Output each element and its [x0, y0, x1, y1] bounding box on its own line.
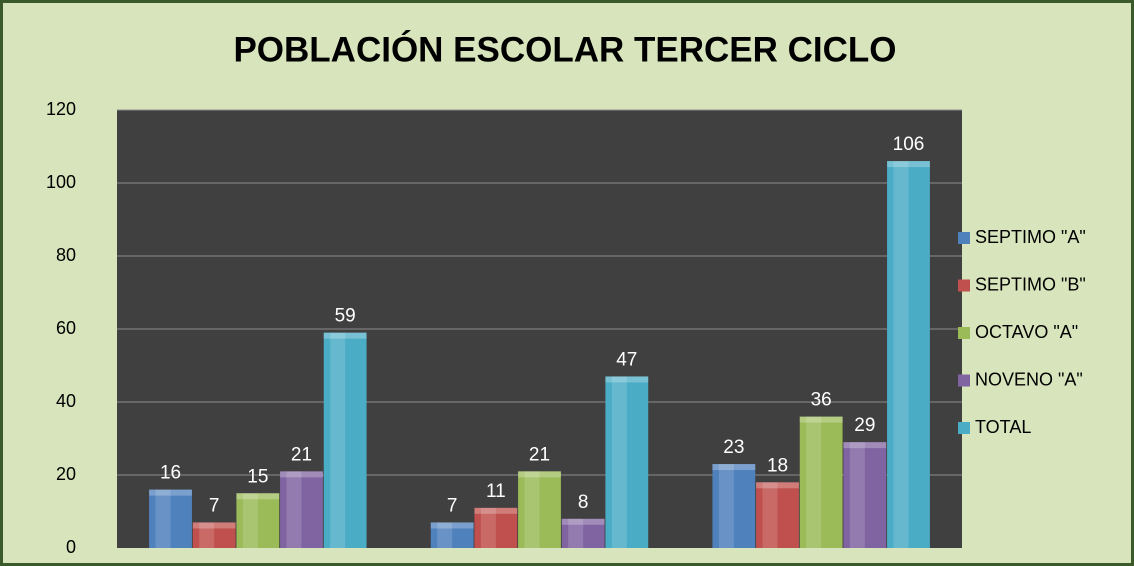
bar-highlight	[893, 161, 909, 548]
bar	[280, 471, 323, 548]
y-tick-label: 20	[56, 464, 76, 484]
data-label: 23	[723, 437, 744, 458]
data-label: 18	[767, 455, 788, 476]
bar	[756, 482, 799, 548]
bar-cap	[474, 507, 518, 514]
bar-cap	[756, 482, 799, 489]
bar	[323, 332, 367, 548]
bar	[887, 161, 930, 548]
data-label: 11	[486, 481, 506, 502]
bar-cap	[799, 416, 843, 423]
bar-cap	[605, 376, 649, 383]
legend-swatch	[958, 374, 970, 387]
y-tick-label: 0	[66, 537, 76, 557]
bar-highlight	[611, 376, 627, 548]
y-tick-label: 120	[46, 99, 76, 119]
legend-label: SEPTIMO "B"	[975, 274, 1086, 294]
bar-highlight	[286, 471, 302, 548]
bar-cap	[280, 471, 323, 478]
bar-highlight	[806, 416, 822, 548]
legend-swatch	[958, 232, 970, 244]
bar-cap	[192, 522, 236, 529]
bar	[799, 416, 843, 548]
data-label: 7	[209, 495, 220, 516]
bar-highlight	[568, 518, 584, 548]
bar	[518, 471, 561, 548]
bar-highlight	[762, 482, 778, 548]
bar-highlight	[524, 471, 540, 548]
bar	[430, 522, 474, 548]
data-label: 8	[578, 492, 589, 513]
bar-highlight	[242, 493, 258, 548]
data-label: 21	[291, 444, 312, 465]
bar-cap	[843, 442, 887, 449]
legend-swatch	[958, 279, 970, 292]
y-tick-label: 80	[56, 245, 76, 265]
bar	[474, 507, 518, 548]
bar-highlight	[437, 522, 453, 548]
bar	[236, 493, 280, 548]
data-label: 29	[854, 415, 875, 436]
bar-highlight	[199, 522, 215, 548]
bar-highlight	[330, 332, 346, 548]
legend-label: TOTAL	[975, 417, 1031, 437]
legend-label: SEPTIMO "A"	[975, 227, 1086, 247]
y-tick-label: 40	[56, 391, 76, 411]
bar-cap	[712, 464, 756, 471]
data-label: 106	[893, 134, 925, 155]
bar-cap	[887, 161, 930, 168]
bar-highlight	[849, 442, 865, 548]
data-label: 21	[529, 444, 550, 465]
bar	[712, 464, 756, 548]
legend-label: OCTAVO "A"	[975, 322, 1078, 342]
bar-cap	[236, 493, 280, 500]
y-tick-label: 60	[56, 318, 76, 338]
bar	[843, 442, 887, 548]
bar-highlight	[718, 464, 734, 548]
data-label: 59	[335, 306, 356, 327]
data-label: 16	[160, 463, 181, 484]
bar	[605, 376, 649, 548]
data-label: 7	[447, 495, 458, 516]
data-label: 36	[811, 390, 832, 411]
legend-swatch	[958, 327, 970, 339]
bar-cap	[323, 332, 367, 339]
bar	[561, 518, 605, 548]
bar-cap	[430, 522, 474, 529]
bar	[192, 522, 236, 548]
chart-title: POBLACIÓN ESCOLAR TERCER CICLO	[233, 29, 896, 69]
bar-highlight	[155, 489, 171, 548]
data-label: 15	[247, 466, 268, 487]
legend-swatch	[958, 422, 970, 434]
bar-cap	[518, 471, 561, 478]
legend-label: NOVENO "A"	[975, 369, 1083, 389]
bar-cap	[561, 518, 605, 525]
bar	[149, 489, 192, 548]
bar-highlight	[480, 507, 496, 548]
bar-cap	[149, 489, 192, 496]
data-label: 47	[616, 349, 637, 370]
y-tick-label: 100	[46, 172, 76, 192]
